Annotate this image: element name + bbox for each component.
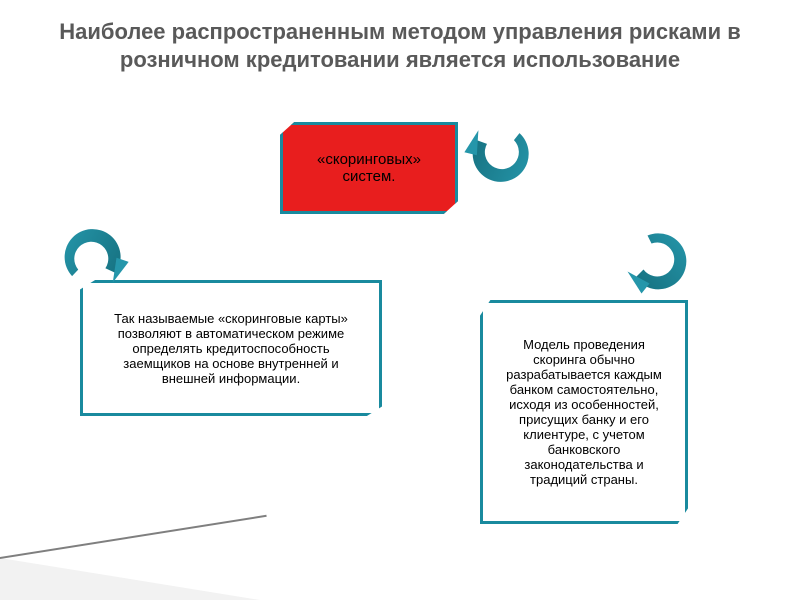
decor-wedge	[0, 558, 260, 600]
box-scoring-model: Модель проведения скоринга обычно разраб…	[480, 300, 688, 524]
box-scoring-cards: Так называемые «скоринговые карты» позво…	[80, 280, 382, 416]
box-scoring-systems-text: «скоринговых» систем.	[297, 151, 441, 185]
decor-line	[0, 515, 267, 559]
curved-arrow-icon	[613, 216, 698, 306]
box-scoring-model-text: Модель проведения скоринга обычно разраб…	[497, 337, 671, 487]
page-title: Наиболее распространенным методом управл…	[0, 0, 800, 73]
curved-arrow-icon	[441, 93, 558, 208]
box-scoring-systems: «скоринговых» систем.	[280, 122, 458, 214]
box-scoring-cards-text: Так называемые «скоринговые карты» позво…	[97, 311, 365, 386]
